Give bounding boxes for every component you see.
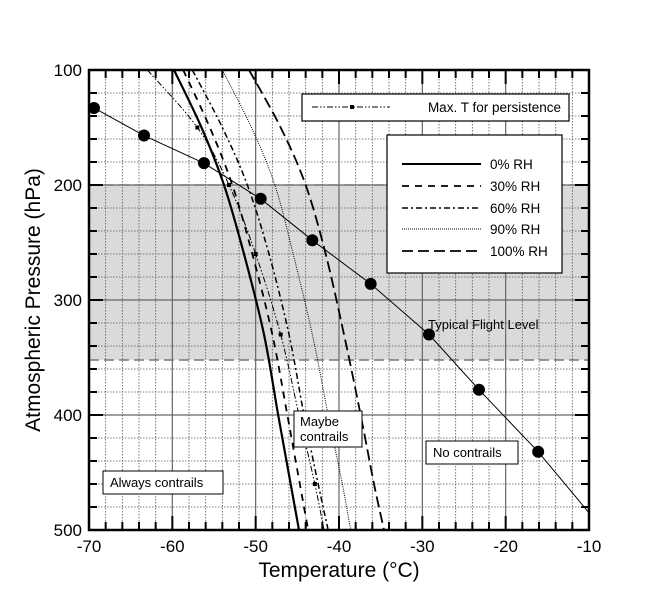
x-tick-label: -30 [410, 537, 435, 556]
always-contrails-box [102, 470, 224, 495]
legend-persistence: Max. T for persistence [301, 93, 570, 122]
legend-30-label: 30% RH [490, 179, 540, 194]
series-line [191, 69, 329, 531]
data-point [306, 234, 319, 247]
series-line [173, 69, 301, 531]
series-line [221, 69, 352, 531]
y-tick-label: 400 [54, 406, 82, 425]
legend-60-label: 60% RH [490, 201, 540, 216]
x-tick-label: -50 [243, 537, 268, 556]
y-tick-label: 100 [54, 61, 82, 80]
maybe-contrails-annotation: Maybe contrails [293, 410, 363, 448]
x-tick-label: -40 [327, 537, 352, 556]
series-marker [227, 183, 231, 187]
maybe-contrails-line2: contrails [300, 429, 349, 444]
x-axis-title: Temperature (°C) [258, 559, 419, 582]
always-contrails-annotation: Always contrails [102, 470, 224, 495]
legend-persistence-marker [350, 105, 354, 109]
x-tick-label: -70 [77, 537, 102, 556]
y-tick-label: 500 [54, 521, 82, 540]
series-marker [312, 482, 317, 486]
maybe-contrails-box [293, 410, 363, 448]
x-tick-labels: -70 -60 -50 -40 -30 -20 -10 [77, 537, 602, 556]
series-layer [88, 69, 590, 531]
y-tick-label: 200 [54, 176, 82, 195]
data-point [138, 129, 150, 142]
no-contrails-label: No contrails [433, 445, 502, 460]
legend-100-label: 100% RH [490, 244, 548, 259]
data-point [364, 277, 377, 290]
series-30-rh [182, 69, 310, 531]
maybe-contrails-line1: Maybe [300, 414, 339, 429]
series-0-rh [173, 69, 301, 531]
series-marker [253, 252, 258, 256]
series-line [182, 69, 310, 531]
typical-flight-level-label: Typical Flight Level [428, 317, 539, 332]
legend-rh: 0% RH 30% RH 60% RH 90% RH 100% RH [386, 134, 563, 274]
always-contrails-label: Always contrails [110, 475, 204, 490]
legend-90-label: 90% RH [490, 222, 540, 237]
series-60-rh [191, 69, 329, 531]
no-contrails-annotation: No contrails [425, 440, 519, 465]
legend-rh-box [386, 134, 563, 274]
series-line [93, 107, 590, 514]
series-marker [195, 125, 200, 130]
data-point [254, 192, 267, 205]
x-tick-label: -10 [577, 537, 602, 556]
data-point [198, 157, 210, 170]
x-tick-label: -20 [493, 537, 518, 556]
series-atmosphere-profile [88, 101, 590, 514]
series-90-rh [221, 69, 352, 531]
series-100-rh [248, 69, 385, 531]
data-point [473, 383, 485, 396]
legend-persistence-label: Max. T for persistence [428, 100, 561, 115]
no-contrails-box [425, 440, 519, 465]
x-tick-label: -60 [160, 537, 185, 556]
y-tick-label: 300 [54, 291, 82, 310]
series-line [146, 69, 325, 531]
y-tick-labels: 100 200 300 400 500 [54, 61, 82, 540]
data-point [88, 101, 100, 114]
data-point [423, 328, 435, 341]
y-axis-title: Atmospheric Pressure (hPa) [22, 168, 45, 432]
data-point [532, 445, 545, 458]
series-line [248, 69, 385, 531]
legend-0-label: 0% RH [490, 157, 533, 172]
axis-ticks [88, 69, 590, 531]
series-marker [278, 332, 283, 337]
